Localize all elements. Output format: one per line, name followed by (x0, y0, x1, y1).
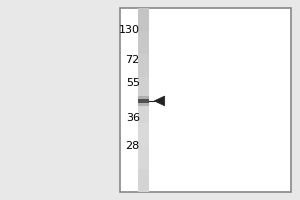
Bar (137, 54, 148, 77)
Bar (137, 146, 148, 169)
Bar (137, 99, 148, 103)
Bar (137, 169, 148, 192)
Text: 72: 72 (126, 55, 140, 65)
Polygon shape (154, 96, 165, 106)
FancyBboxPatch shape (120, 8, 291, 192)
Text: 36: 36 (126, 113, 140, 123)
Text: 130: 130 (119, 25, 140, 35)
Text: 28: 28 (126, 141, 140, 151)
Bar (137, 123, 148, 146)
Bar (137, 77, 148, 100)
Bar (137, 8, 148, 31)
Bar (137, 96, 148, 106)
Bar (137, 31, 148, 54)
Bar (137, 100, 148, 123)
Text: 55: 55 (126, 78, 140, 88)
